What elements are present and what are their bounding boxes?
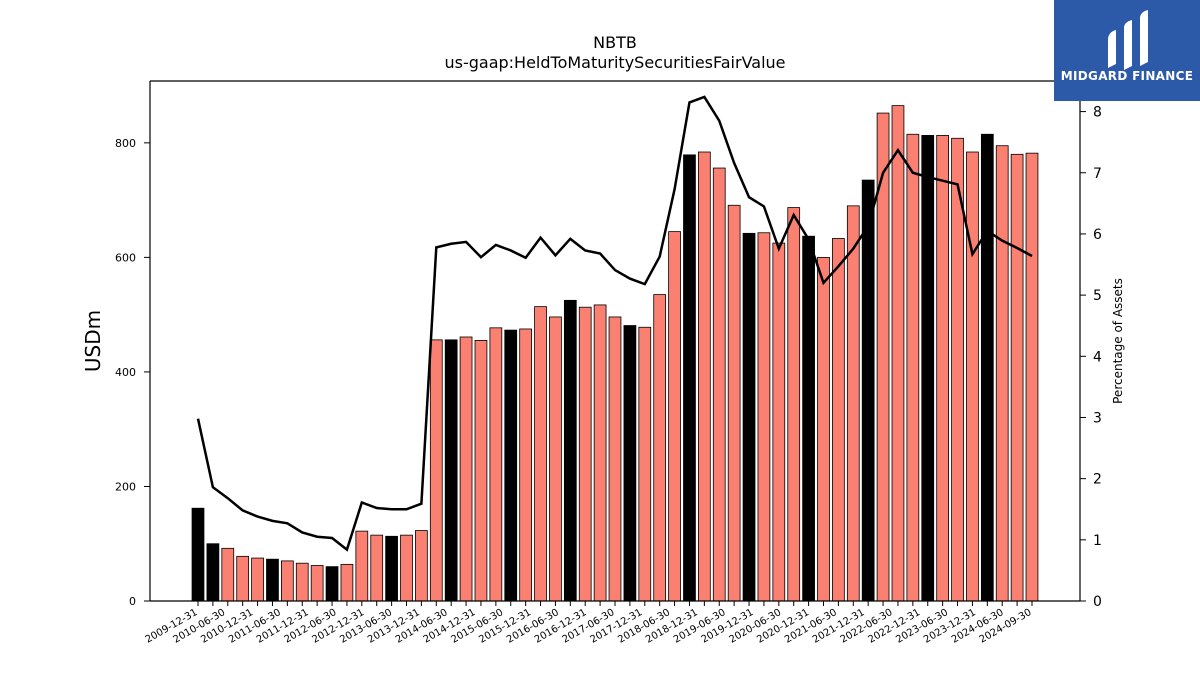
bar xyxy=(385,535,398,602)
bar xyxy=(1025,152,1039,602)
bar xyxy=(623,325,637,602)
bar xyxy=(683,154,696,602)
logo-mark-icon xyxy=(1108,10,1148,70)
y2-tick-label: 8 xyxy=(1093,105,1102,121)
bar xyxy=(802,235,815,602)
bars-layer xyxy=(191,105,1039,602)
y2-tick-label: 7 xyxy=(1093,166,1102,182)
bar xyxy=(206,543,220,602)
bar xyxy=(846,205,860,602)
bar xyxy=(310,565,324,602)
bar xyxy=(712,167,726,602)
y2-tick-label: 1 xyxy=(1093,533,1102,549)
y-tick-label: 800 xyxy=(115,137,136,150)
bar xyxy=(415,530,428,602)
y-axis-label: USDm xyxy=(81,310,105,372)
logo: MIDGARD FINANCE xyxy=(1054,0,1200,101)
bar xyxy=(593,304,607,602)
bar xyxy=(727,204,741,602)
chart-subtitle: us-gaap:HeldToMaturitySecuritiesFairValu… xyxy=(444,53,785,72)
y-tick-label: 200 xyxy=(115,480,136,493)
bar xyxy=(698,151,711,602)
bar xyxy=(280,560,294,602)
bar xyxy=(340,563,354,602)
percentage-line xyxy=(196,95,1033,552)
bar xyxy=(474,340,488,602)
bar xyxy=(266,558,279,602)
bar xyxy=(1010,153,1024,602)
bar xyxy=(608,316,622,602)
bar xyxy=(295,562,309,602)
left-ticks: 0 200 400 600 800 xyxy=(115,137,150,608)
bar xyxy=(444,339,458,602)
bar xyxy=(489,327,503,602)
bar xyxy=(787,207,801,602)
bar xyxy=(519,328,533,602)
y2-axis-label: Percentage of Assets xyxy=(1111,278,1125,404)
bar xyxy=(549,316,562,602)
y2-tick-label: 4 xyxy=(1093,349,1102,365)
bar xyxy=(742,232,756,602)
bar xyxy=(429,339,443,602)
y2-tick-label: 6 xyxy=(1093,227,1102,243)
bar xyxy=(221,547,235,602)
bar xyxy=(936,135,950,602)
bar xyxy=(861,179,875,602)
bar xyxy=(251,557,264,602)
bar xyxy=(400,534,413,602)
bar xyxy=(668,231,681,602)
bar xyxy=(980,133,994,602)
bar xyxy=(906,133,920,602)
bar xyxy=(578,306,592,602)
bar xyxy=(236,555,250,602)
y2-tick-label: 0 xyxy=(1093,594,1102,610)
bar xyxy=(653,294,667,602)
bar xyxy=(817,256,830,602)
bar xyxy=(891,105,905,602)
bar xyxy=(355,530,369,602)
y2-tick-label: 3 xyxy=(1093,410,1102,426)
bar xyxy=(966,151,979,602)
bar xyxy=(191,507,205,602)
bar xyxy=(921,135,935,602)
y2-tick-label: 2 xyxy=(1093,472,1102,488)
x-ticks: 2009-12-312010-06-302010-12-312011-06-30… xyxy=(144,601,1034,646)
bar xyxy=(638,326,652,602)
bar xyxy=(772,242,786,602)
bar xyxy=(325,566,339,602)
y-tick-label: 0 xyxy=(129,595,136,608)
bar xyxy=(563,299,577,602)
bar xyxy=(757,232,771,602)
bar xyxy=(832,238,845,602)
bar xyxy=(459,336,473,602)
chart-title: NBTB xyxy=(593,33,637,52)
y-tick-label: 600 xyxy=(115,251,136,264)
bar xyxy=(504,329,518,602)
bar xyxy=(534,306,547,602)
y-tick-label: 400 xyxy=(115,366,136,379)
y2-tick-label: 5 xyxy=(1093,288,1102,304)
bar xyxy=(995,145,1009,602)
bar xyxy=(370,534,384,602)
logo-text: MIDGARD FINANCE xyxy=(1061,69,1193,83)
right-ticks: 0 1 2 3 4 5 6 7 8 xyxy=(1080,105,1102,610)
